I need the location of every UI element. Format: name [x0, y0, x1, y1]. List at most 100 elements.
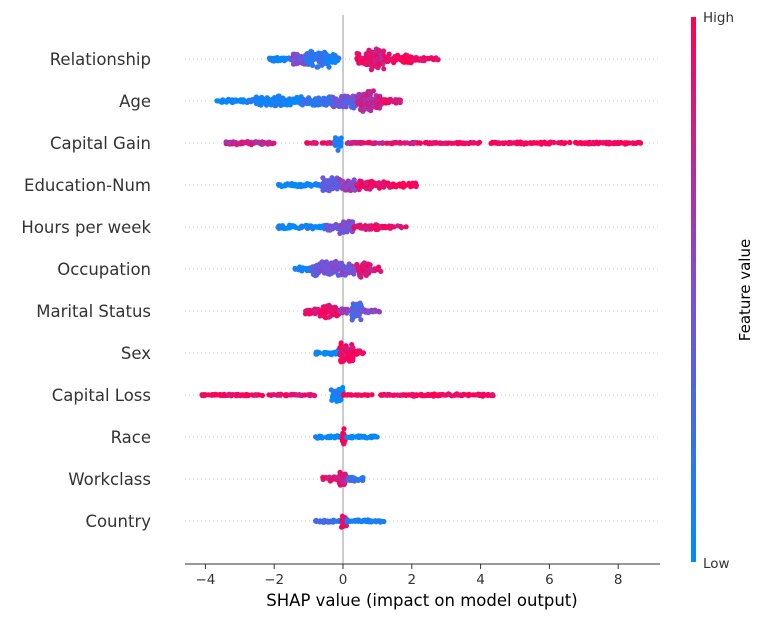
shap-point	[411, 140, 417, 146]
shap-point	[287, 100, 293, 107]
shap-point	[567, 139, 573, 146]
shap-point	[323, 434, 329, 440]
shap-point	[350, 345, 356, 351]
shap-point	[360, 477, 366, 484]
shap-point	[291, 181, 298, 188]
shap-point	[322, 269, 328, 275]
shap-point	[352, 313, 358, 319]
shap-point	[317, 519, 323, 525]
shap-point	[392, 182, 398, 188]
shap-point	[358, 317, 364, 323]
colorbar: High Low Feature value	[691, 10, 754, 572]
shap-point	[289, 392, 295, 398]
shap-point	[391, 60, 397, 66]
x-axis-label: SHAP value (impact on model output)	[266, 591, 577, 610]
shap-point	[266, 392, 272, 398]
shap-point	[326, 266, 332, 272]
shap-point	[397, 140, 403, 146]
shap-point	[304, 223, 310, 229]
shap-point	[360, 59, 366, 65]
shap-point	[413, 182, 419, 188]
shap-point	[375, 95, 381, 101]
shap-point	[430, 56, 436, 62]
shap-point	[318, 56, 324, 62]
shap-point	[351, 177, 357, 183]
shap-point	[199, 392, 205, 399]
feature-label: Relationship	[50, 50, 151, 69]
shap-point	[361, 260, 367, 266]
shap-point	[317, 101, 323, 107]
shap-point	[262, 140, 268, 146]
shap-point	[378, 268, 384, 274]
shap-point	[315, 64, 321, 70]
shap-point	[296, 56, 302, 62]
shap-point	[359, 267, 366, 273]
shap-point	[307, 391, 314, 398]
shap-point	[382, 392, 388, 398]
shap-point	[414, 57, 420, 63]
shap-point	[318, 308, 324, 314]
shap-point	[370, 518, 376, 524]
shap-point	[312, 393, 318, 399]
shap-point	[354, 351, 360, 357]
shap-point	[328, 260, 334, 266]
shap-point	[220, 392, 226, 399]
shap-point	[329, 59, 335, 65]
shap-point	[321, 475, 327, 481]
shap-point	[295, 182, 301, 188]
shap-point	[372, 433, 378, 439]
feature-row-points	[266, 46, 441, 73]
shap-point	[397, 99, 403, 106]
shap-point	[474, 392, 480, 398]
shap-point	[351, 224, 357, 230]
shap-point	[291, 57, 297, 63]
shap-point	[454, 392, 460, 398]
shap-point	[274, 98, 281, 104]
shap-point	[374, 104, 380, 111]
colorbar-high-label: High	[703, 10, 734, 26]
shap-point	[299, 268, 305, 274]
feature-row-points	[214, 88, 403, 114]
shap-point	[424, 392, 430, 398]
shap-point	[368, 108, 374, 114]
feature-label: Education-Num	[24, 176, 151, 195]
shap-point	[391, 98, 397, 104]
shap-point	[329, 307, 336, 313]
shap-point	[366, 223, 372, 229]
feature-label: Race	[111, 428, 151, 447]
shap-point	[339, 270, 345, 276]
shap-point	[461, 391, 467, 397]
shap-point	[476, 139, 483, 145]
shap-point	[340, 229, 346, 235]
shap-point	[276, 391, 282, 397]
shap-point	[311, 308, 318, 314]
shap-point	[387, 392, 393, 398]
feature-row-points	[292, 258, 384, 280]
shap-point	[517, 139, 524, 145]
shap-point	[341, 265, 347, 271]
shap-point	[311, 140, 317, 146]
shap-point	[417, 392, 423, 398]
shap-point	[367, 89, 373, 95]
shap-point	[341, 471, 347, 478]
shap-point	[561, 140, 567, 147]
shap-point	[358, 183, 364, 189]
shap-point	[637, 140, 643, 146]
shap-point	[308, 183, 314, 189]
feature-row-points	[320, 469, 366, 488]
shap-point	[340, 517, 346, 523]
shap-point	[350, 270, 356, 276]
feature-row-points	[275, 218, 409, 236]
shap-point	[314, 435, 320, 441]
shap-point	[291, 99, 297, 105]
shap-point	[354, 55, 360, 62]
shap-point	[365, 309, 371, 315]
shap-point	[441, 392, 447, 398]
shap-point	[283, 225, 289, 231]
shap-point	[555, 140, 561, 146]
shap-point	[355, 264, 361, 271]
shap-point	[310, 54, 316, 60]
shap-point	[321, 101, 327, 108]
shap-point	[368, 60, 374, 66]
